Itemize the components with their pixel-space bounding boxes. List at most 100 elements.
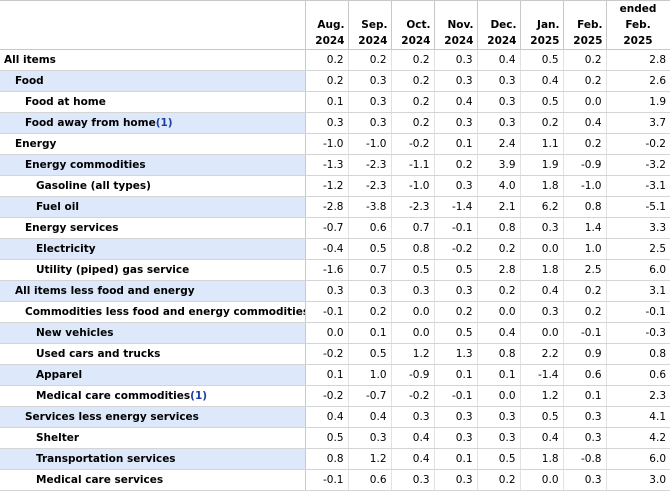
value-cell: 0.3 — [476, 112, 520, 134]
value-cell: -0.1 — [562, 322, 606, 344]
value-cell: -1.0 — [304, 133, 348, 155]
value-cell: 6.0 — [605, 448, 670, 470]
value-cell: 0.3 — [476, 406, 520, 428]
value-cell: 0.2 — [562, 133, 606, 155]
value-cell: 2.6 — [605, 70, 670, 92]
value-cell: 0.4 — [476, 322, 520, 344]
row-label-text: Shelter — [36, 432, 80, 444]
value-cell: -1.1 — [390, 154, 434, 176]
value-cell: 0.3 — [476, 427, 520, 449]
table-row: Energy commodities -1.3 -2.3 -1.1 0.2 3.9 1.9-… — [0, 154, 670, 176]
value-cell: 0.2 — [476, 238, 520, 260]
value-cell: -1.0 — [390, 175, 434, 197]
value-cell: 0.4 — [347, 406, 391, 428]
value-cell: 2.5 — [562, 259, 606, 281]
header-blank-cell — [0, 0, 306, 50]
value-cell: 0.4 — [519, 427, 563, 449]
row-label: Gasoline (all types) — [0, 175, 306, 197]
value-cell: -0.9 — [562, 154, 606, 176]
footnote-link[interactable]: (1) — [155, 117, 173, 129]
table-row: All items less food and energy 0.3 0.3 0.3 0… — [0, 280, 670, 302]
value-cell: 0.2 — [390, 112, 434, 134]
value-cell: 0.4 — [519, 280, 563, 302]
value-cell: 0.3 — [519, 301, 563, 323]
table-row: Energy -1.0 -1.0 -0.2 0.1 2.4 1.1 0.2 -0.2 — [0, 133, 670, 155]
value-cell: 0.3 — [347, 112, 391, 134]
row-label-text: Energy commodities — [25, 159, 146, 171]
column-header-line1: Feb. — [577, 19, 603, 31]
value-cell: 1.8 — [519, 175, 563, 197]
value-cell: 0.0 — [519, 238, 563, 260]
column-header-line1: Oct. — [406, 19, 431, 31]
footnote-link[interactable]: (1) — [190, 390, 208, 402]
value-cell: 0.3 — [476, 91, 520, 113]
row-label-text: Apparel — [36, 369, 83, 381]
value-cell: 0.2 — [347, 49, 391, 71]
value-cell: 0.1 — [562, 385, 606, 407]
row-label: New vehicles — [0, 322, 306, 344]
table-row: Used cars and trucks -0.2 0.5 1.2 1.3 0.8 2.2 0… — [0, 343, 670, 365]
row-label: Energy commodities — [0, 154, 306, 176]
value-cell: 0.3 — [433, 280, 477, 302]
value-cell: 0.8 — [605, 343, 670, 365]
table-body: All items 0.2 0.2 0.2 0.3 0.4 0.5 0.2 2.8 Food 0.2… — [0, 49, 670, 491]
column-header-line1: Jan. — [537, 19, 560, 31]
table-row: Food at home 0.1 0.3 0.2 0.4 0.3 0.5 0.0 1.9 — [0, 91, 670, 113]
value-cell: -3.1 — [605, 175, 670, 197]
value-cell: 2.1 — [476, 196, 520, 218]
value-cell: 4.2 — [605, 427, 670, 449]
table-row: Energy services -0.7 0.6 0.7 -0.1 0.8 0.3 1.4 3.… — [0, 217, 670, 239]
value-cell: 0.3 — [304, 280, 348, 302]
column-header-line2: 2024 — [358, 35, 388, 47]
row-label: Food — [0, 70, 306, 92]
table-row: Food 0.2 0.3 0.2 0.3 0.3 0.4 0.2 2.6 — [0, 70, 670, 92]
value-cell: 1.1 — [519, 133, 563, 155]
value-cell: 0.2 — [390, 49, 434, 71]
row-label: Utility (piped) gas service — [0, 259, 306, 281]
value-cell: 0.3 — [433, 175, 477, 197]
value-cell: -0.2 — [390, 385, 434, 407]
column-header-line2: 2024 — [315, 35, 345, 47]
value-cell: 0.0 — [304, 322, 348, 344]
column-header-line1: Aug. — [317, 19, 345, 31]
value-cell: 1.9 — [605, 91, 670, 113]
row-label-text: Gasoline (all types) — [36, 180, 151, 192]
value-cell: 0.5 — [433, 259, 477, 281]
value-cell: -0.3 — [605, 322, 670, 344]
table-row: Gasoline (all types) -1.2 -2.3 -1.0 0.3 4.0 1.… — [0, 175, 670, 197]
row-label-text: Medical care services — [36, 474, 164, 486]
value-cell: -0.4 — [304, 238, 348, 260]
value-cell: 0.0 — [519, 322, 563, 344]
value-cell: 2.4 — [476, 133, 520, 155]
value-cell: 2.3 — [605, 385, 670, 407]
value-cell: 3.7 — [605, 112, 670, 134]
column-header: Nov. 2024 — [433, 0, 478, 50]
value-cell: 4.0 — [476, 175, 520, 197]
row-label-text: Energy services — [25, 222, 119, 234]
value-cell: 0.1 — [476, 364, 520, 386]
value-cell: 0.8 — [476, 217, 520, 239]
table-row: Medical care commodities(1) -0.2 -0.7 -0.2-… — [0, 385, 670, 407]
table-row: Transportation services 0.8 1.2 0.4 0.1 0.5 1.… — [0, 448, 670, 470]
value-cell: 0.3 — [433, 49, 477, 71]
row-label-text: All items less food and energy — [15, 285, 195, 297]
row-label: Fuel oil — [0, 196, 306, 218]
table-row: Utility (piped) gas service -1.6 0.7 0.5 0.5… — [0, 259, 670, 281]
value-cell: 0.8 — [304, 448, 348, 470]
value-cell: -0.2 — [605, 133, 670, 155]
column-header-line2: 2024 — [444, 35, 474, 47]
row-label: Services less energy services — [0, 406, 306, 428]
value-cell: 0.0 — [476, 301, 520, 323]
value-cell: 4.1 — [605, 406, 670, 428]
row-label-text: Transportation services — [36, 453, 176, 465]
value-cell: 0.0 — [476, 385, 520, 407]
value-cell: 0.3 — [519, 217, 563, 239]
value-cell: -1.0 — [562, 175, 606, 197]
column-header-line2: 2025 — [573, 35, 603, 47]
value-cell: 0.5 — [519, 91, 563, 113]
row-label: Electricity — [0, 238, 306, 260]
value-cell: -0.1 — [605, 301, 670, 323]
row-label: Energy — [0, 133, 306, 155]
row-label-text: Commodities less food and energy commodi… — [25, 306, 305, 318]
